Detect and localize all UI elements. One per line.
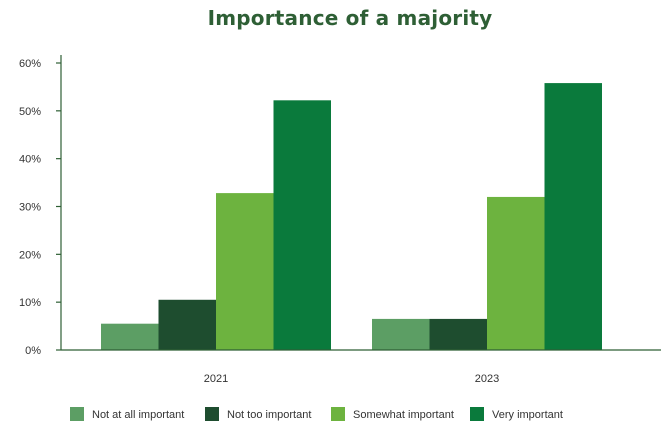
chart-title: Importance of a majority — [207, 6, 493, 30]
legend-swatch — [205, 407, 219, 421]
bar-2021-somewhat-important — [216, 193, 274, 350]
legend: Not at all important Not too important Som… — [70, 407, 563, 421]
y-tick-label: 20% — [19, 249, 41, 261]
bar-2023-very-important — [544, 83, 602, 350]
x-category-label: 2023 — [475, 373, 499, 385]
legend-swatch — [70, 407, 84, 421]
y-axis: 0% 10% 20% 30% 40% 50% 60% — [19, 55, 62, 357]
bar-2023-not-at-all-important — [372, 318, 430, 350]
legend-label: Very important — [492, 409, 563, 421]
y-tick-label: 40% — [19, 154, 41, 166]
y-tick-label: 10% — [19, 297, 41, 309]
legend-label: Not at all important — [92, 409, 184, 421]
bar-2021-not-at-all-important — [101, 323, 159, 350]
bar-2021-very-important — [273, 100, 331, 350]
bar-2023-not-too-important — [429, 318, 487, 350]
bars — [101, 83, 602, 350]
legend-label: Somewhat important — [353, 409, 454, 421]
legend-swatch — [331, 407, 345, 421]
y-tick-label: 50% — [19, 106, 41, 118]
x-axis: 2021 2023 — [61, 349, 661, 385]
legend-swatch — [470, 407, 484, 421]
y-tick-label: 0% — [25, 345, 41, 357]
y-tick-label: 30% — [19, 202, 41, 214]
legend-label: Not too important — [227, 409, 311, 421]
bar-2021-not-too-important — [158, 299, 216, 350]
bar-2023-somewhat-important — [487, 196, 545, 350]
x-category-label: 2021 — [204, 373, 228, 385]
y-tick-label: 60% — [19, 58, 41, 70]
